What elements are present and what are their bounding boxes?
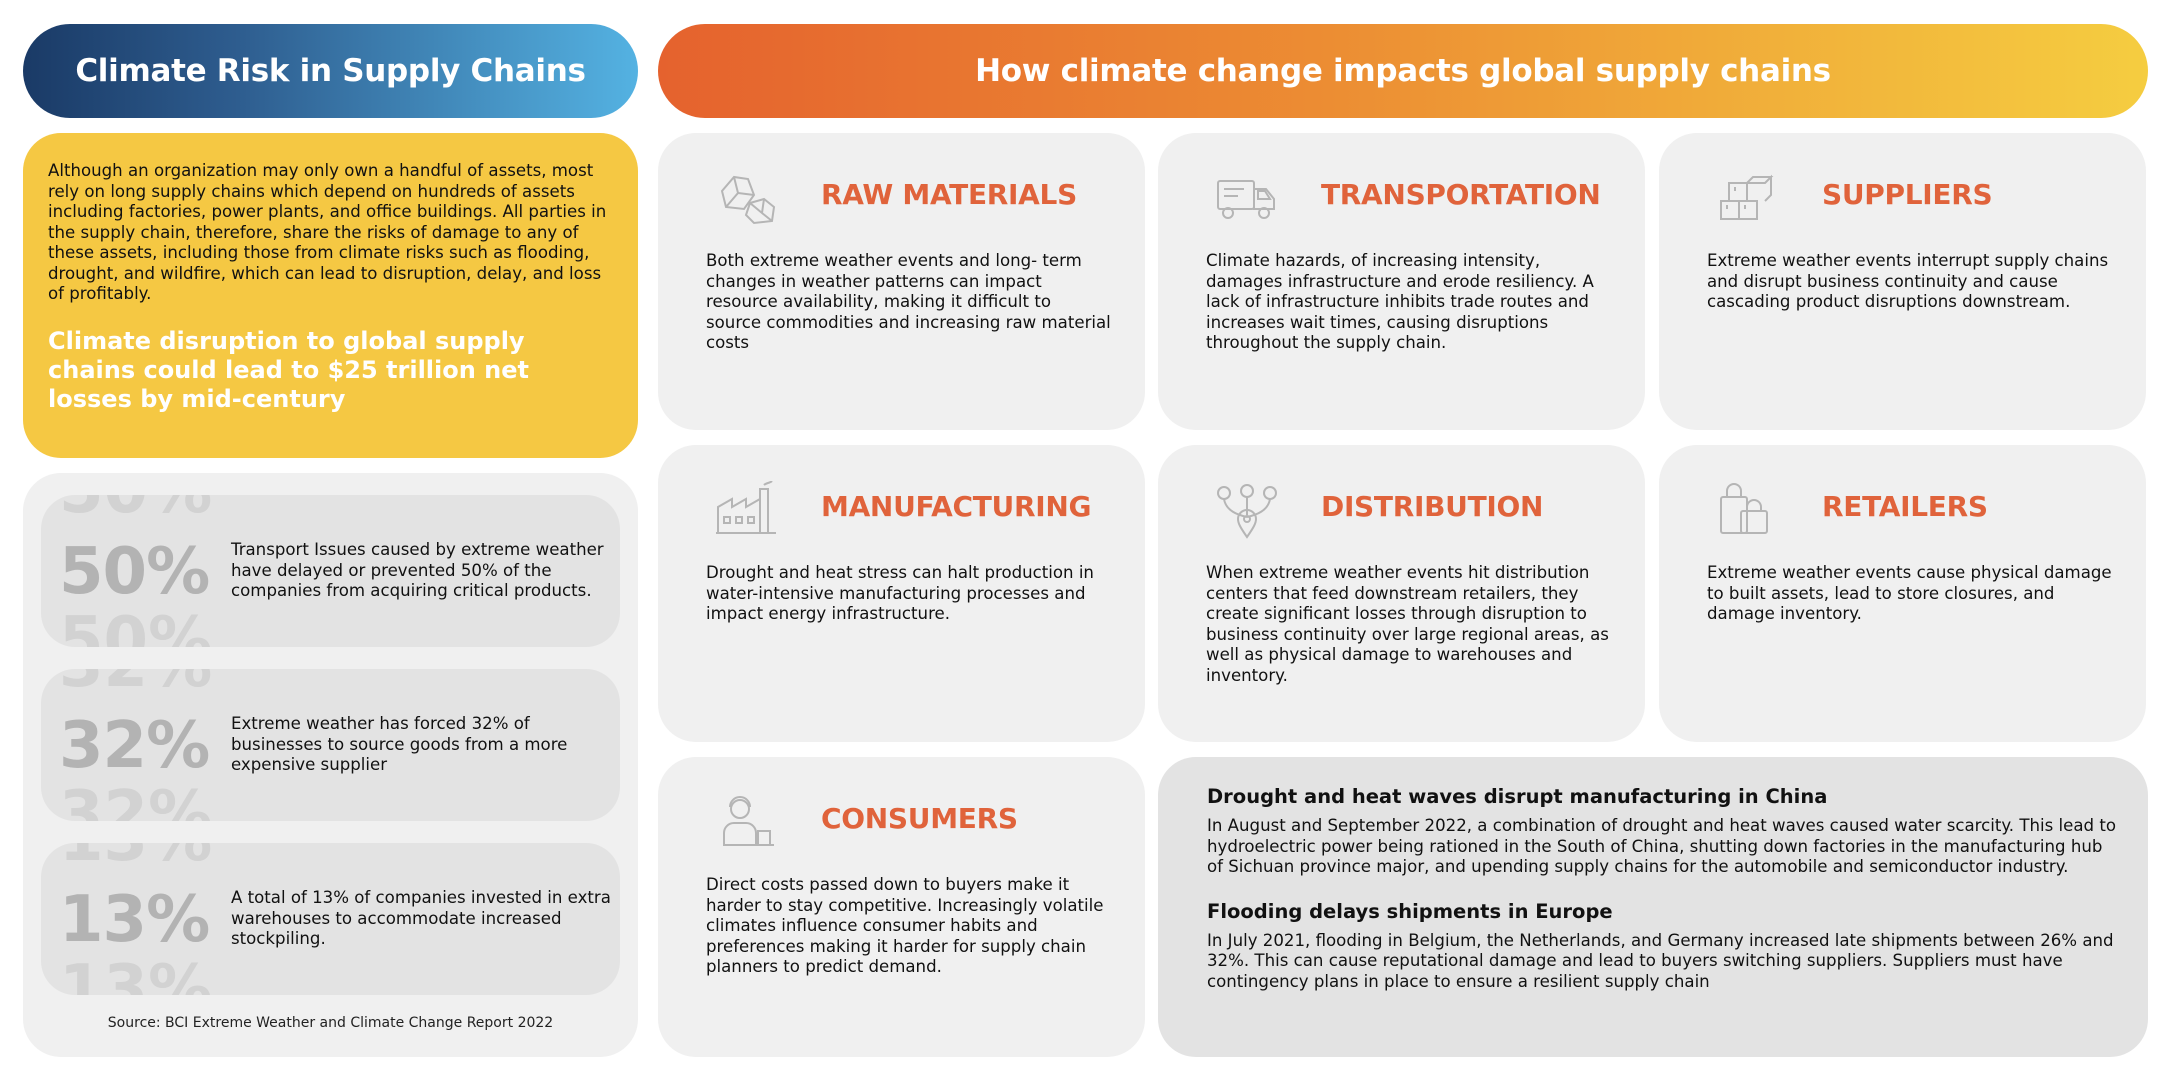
factory-icon [714, 480, 780, 539]
card-description: Direct costs passed down to buyers make … [706, 875, 1104, 976]
card-suppliers: SUPPLIERS Extreme weather events interru… [1659, 133, 2146, 430]
case-body-europe: In July 2021, flooding in Belgium, the N… [1207, 930, 2114, 991]
stat-ghost-value: 50% [59, 495, 212, 523]
card-description: Extreme weather events cause physical da… [1707, 563, 2112, 623]
right-header-title: How climate change impacts global supply… [975, 53, 1831, 89]
right-header-banner: How climate change impacts global supply… [658, 24, 2148, 118]
intro-highlight: Climate disruption to global supply chai… [48, 326, 530, 413]
card-transportation: TRANSPORTATION Climate hazards, of incre… [1158, 133, 1645, 430]
stat-value: 50% [59, 535, 210, 609]
stats-panel: 50% 50% 50% Transport Issues caused by e… [23, 473, 638, 1057]
stat-card-warehouses: 13% 13% 13% A total of 13% of companies … [41, 843, 620, 995]
stat-card-transport: 50% 50% 50% Transport Issues caused by e… [41, 495, 620, 647]
intro-panel: Although an organization may only own a … [23, 133, 638, 458]
card-description: Drought and heat stress can halt product… [706, 563, 1094, 623]
card-title: RETAILERS [1822, 490, 1988, 523]
stat-text: A total of 13% of companies invested in … [231, 888, 611, 949]
case-title-europe: Flooding delays shipments in Europe [1207, 899, 1613, 923]
card-title: MANUFACTURING [821, 490, 1092, 523]
card-distribution: DISTRIBUTION When extreme weather events… [1158, 445, 1645, 742]
stat-text: Transport Issues caused by extreme weath… [231, 540, 604, 601]
consumer-icon [714, 793, 780, 851]
intro-text: Although an organization may only own a … [48, 161, 607, 303]
left-header-title: Climate Risk in Supply Chains [75, 53, 586, 89]
source-citation: Source: BCI Extreme Weather and Climate … [107, 1015, 554, 1031]
stat-ghost-value: 13% [59, 843, 212, 871]
card-title: TRANSPORTATION [1321, 178, 1601, 211]
card-title: CONSUMERS [821, 802, 1018, 835]
stat-ghost-value: 32% [59, 669, 212, 697]
card-raw-materials: RAW MATERIALS Both extreme weather event… [658, 133, 1145, 430]
stat-ghost-value: 13% [59, 952, 213, 995]
truck-icon [1214, 169, 1280, 227]
raw-materials-icon [714, 169, 780, 227]
shopping-bags-icon [1715, 481, 1781, 539]
card-title: RAW MATERIALS [821, 178, 1077, 211]
card-manufacturing: MANUFACTURING Drought and heat stress ca… [658, 445, 1145, 742]
case-studies-panel: Drought and heat waves disrupt manufactu… [1158, 757, 2148, 1057]
case-body-china: In August and September 2022, a combinat… [1207, 816, 2116, 876]
card-title: DISTRIBUTION [1321, 490, 1544, 523]
distribution-network-icon [1214, 481, 1280, 539]
stat-card-expensive-supplier: 32% 32% 32% Extreme weather has forced 3… [41, 669, 620, 821]
card-consumers: CONSUMERS Direct costs passed down to bu… [658, 757, 1145, 1057]
card-retailers: RETAILERS Extreme weather events cause p… [1659, 445, 2146, 742]
stat-text: Extreme weather has forced 32% of busine… [231, 714, 568, 775]
card-description: Both extreme weather events and long- te… [706, 251, 1111, 352]
card-description: Extreme weather events interrupt supply … [1707, 251, 2109, 311]
stat-ghost-value: 50% [59, 604, 213, 647]
stat-ghost-value: 32% [59, 778, 213, 821]
case-title-china: Drought and heat waves disrupt manufactu… [1207, 785, 1828, 808]
stat-value: 32% [59, 709, 210, 783]
stat-value: 13% [59, 883, 210, 957]
boxes-icon [1715, 169, 1781, 227]
card-description: Climate hazards, of increasing intensity… [1206, 251, 1594, 352]
card-description: When extreme weather events hit distribu… [1206, 563, 1609, 685]
card-title: SUPPLIERS [1822, 178, 1993, 211]
left-header-banner: Climate Risk in Supply Chains [23, 24, 638, 118]
